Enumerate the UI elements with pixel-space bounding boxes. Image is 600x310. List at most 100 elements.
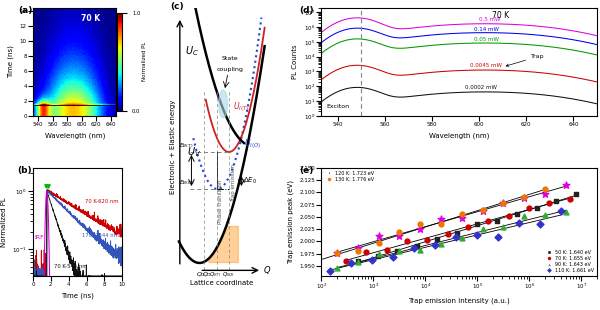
Text: $Q_O$: $Q_O$ xyxy=(196,270,206,279)
X-axis label: Time (ns): Time (ns) xyxy=(61,293,94,299)
130 K: 1.776 eV: (3.18e+03, 2.02): 1.776 eV: (3.18e+03, 2.02) xyxy=(395,230,404,235)
90 K: 1.643 eV: (7.93e+05, 2.05): 1.643 eV: (7.93e+05, 2.05) xyxy=(520,214,529,219)
Text: Exciton: Exciton xyxy=(326,104,349,109)
Text: (b): (b) xyxy=(17,166,32,175)
50 K: 1.640 eV: (5.71e+05, 2.06): 1.640 eV: (5.71e+05, 2.06) xyxy=(512,211,521,216)
50 K: 1.640 eV: (3.32e+06, 2.08): 1.640 eV: (3.32e+06, 2.08) xyxy=(551,199,561,204)
130 K: 1.776 eV: (2e+06, 2.11): 1.776 eV: (2e+06, 2.11) xyxy=(540,187,550,192)
Text: $U_V$: $U_V$ xyxy=(187,146,201,159)
Text: $E_{B(O)}$: $E_{B(O)}$ xyxy=(179,179,195,187)
Legend: 50 K: 1.640 eV, 70 K: 1.655 eV, 90 K: 1.643 eV, 110 K: 1.661 eV: 50 K: 1.640 eV, 70 K: 1.655 eV, 90 K: 1.… xyxy=(544,250,595,273)
120 K: 1.723 eV: (5e+06, 2.11): 1.723 eV: (5e+06, 2.11) xyxy=(561,183,571,188)
Text: 0.14 mW: 0.14 mW xyxy=(475,27,499,32)
70 K: 1.655 eV: (6e+06, 2.09): 1.655 eV: (6e+06, 2.09) xyxy=(565,196,575,201)
130 K: 1.776 eV: (5.03e+04, 2.06): 1.776 eV: (5.03e+04, 2.06) xyxy=(457,211,467,216)
110 K: 1.661 eV: (4e+06, 2.06): 1.661 eV: (4e+06, 2.06) xyxy=(556,208,565,213)
70 K: 1.655 eV: (1.82e+03, 1.98): 1.655 eV: (1.82e+03, 1.98) xyxy=(382,248,392,253)
120 K: 1.723 eV: (3.17e+03, 2.01): 1.723 eV: (3.17e+03, 2.01) xyxy=(395,233,404,238)
90 K: 1.643 eV: (5e+06, 2.06): 1.643 eV: (5e+06, 2.06) xyxy=(561,209,571,214)
50 K: 1.640 eV: (9.82e+04, 2.04): 1.640 eV: (9.82e+04, 2.04) xyxy=(472,222,482,227)
70 K: 1.655 eV: (1.64e+05, 2.04): 1.655 eV: (1.64e+05, 2.04) xyxy=(484,219,493,224)
50 K: 1.640 eV: (1.69e+04, 2.01): 1.640 eV: (1.69e+04, 2.01) xyxy=(433,236,442,241)
X-axis label: Trap emission intensity (a.u.): Trap emission intensity (a.u.) xyxy=(408,297,510,303)
Text: $Q$: $Q$ xyxy=(263,264,271,276)
130 K: 1.776 eV: (1.27e+03, 2): 1.776 eV: (1.27e+03, 2) xyxy=(374,240,383,245)
Text: (d): (d) xyxy=(299,6,314,15)
120 K: 1.723 eV: (1.26e+05, 2.06): 1.723 eV: (1.26e+05, 2.06) xyxy=(478,209,487,214)
130 K: 1.776 eV: (3.17e+05, 2.08): 1.776 eV: (3.17e+05, 2.08) xyxy=(499,201,508,206)
90 K: 1.643 eV: (5.01e+04, 2.01): 1.643 eV: (5.01e+04, 2.01) xyxy=(457,236,467,241)
110 K: 1.661 eV: (957, 1.96): 1.661 eV: (957, 1.96) xyxy=(368,258,377,263)
70 K: 1.655 eV: (9.91e+05, 2.07): 1.655 eV: (9.91e+05, 2.07) xyxy=(524,205,534,210)
120 K: 1.723 eV: (502, 1.99): 1.723 eV: (502, 1.99) xyxy=(353,246,362,251)
130 K: 1.776 eV: (504, 1.98): 1.776 eV: (504, 1.98) xyxy=(353,249,362,254)
Text: 0.0002 mW: 0.0002 mW xyxy=(465,85,497,90)
70 K: 1.655 eV: (4.47e+03, 2): 1.655 eV: (4.47e+03, 2) xyxy=(403,238,412,243)
Y-axis label: Normalized PL: Normalized PL xyxy=(142,42,147,82)
70 K: 1.655 eV: (6.65e+04, 2.03): 1.655 eV: (6.65e+04, 2.03) xyxy=(463,225,473,230)
X-axis label: Wavelength (nm): Wavelength (nm) xyxy=(429,133,490,139)
70 K: 1.655 eV: (4.03e+05, 2.05): 1.655 eV: (4.03e+05, 2.05) xyxy=(504,213,514,218)
120 K: 1.723 eV: (1.26e+03, 2.01): 1.723 eV: (1.26e+03, 2.01) xyxy=(374,234,383,239)
70 K: 1.655 eV: (2.7e+04, 2.01): 1.655 eV: (2.7e+04, 2.01) xyxy=(443,232,452,237)
Text: 70 K-620 nm: 70 K-620 nm xyxy=(85,199,118,204)
50 K: 1.640 eV: (7.01e+03, 1.99): 1.640 eV: (7.01e+03, 1.99) xyxy=(412,243,422,248)
120 K: 1.723 eV: (200, 1.98): 1.723 eV: (200, 1.98) xyxy=(332,250,342,255)
120 K: 1.723 eV: (3.16e+05, 2.08): 1.723 eV: (3.16e+05, 2.08) xyxy=(499,201,508,206)
110 K: 1.661 eV: (1.58e+06, 2.04): 1.661 eV: (1.58e+06, 2.04) xyxy=(535,222,545,227)
50 K: 1.640 eV: (8e+06, 2.1): 1.640 eV: (8e+06, 2.1) xyxy=(572,192,581,197)
110 K: 1.661 eV: (6.1e+03, 1.99): 1.661 eV: (6.1e+03, 1.99) xyxy=(409,246,419,251)
Text: (e): (e) xyxy=(299,166,314,175)
Text: 0.0045 mW: 0.0045 mW xyxy=(470,63,502,68)
Text: (a): (a) xyxy=(18,6,32,15)
Text: 70 K-545 nm: 70 K-545 nm xyxy=(53,264,87,269)
120 K: 1.723 eV: (7.95e+03, 2.03): 1.723 eV: (7.95e+03, 2.03) xyxy=(415,226,425,231)
Text: IRF: IRF xyxy=(34,235,44,240)
50 K: 1.640 eV: (2.91e+03, 1.98): 1.640 eV: (2.91e+03, 1.98) xyxy=(392,249,402,254)
50 K: 1.640 eV: (1.38e+06, 2.07): 1.640 eV: (1.38e+06, 2.07) xyxy=(532,205,541,210)
Text: $\Delta E_0$: $\Delta E_0$ xyxy=(243,176,257,186)
Text: (c): (c) xyxy=(170,2,184,11)
130 K: 1.776 eV: (1.26e+05, 2.06): 1.776 eV: (1.26e+05, 2.06) xyxy=(478,208,487,213)
Text: 0.5 mW: 0.5 mW xyxy=(479,17,500,22)
Text: 170 K-544 nm: 170 K-544 nm xyxy=(82,233,119,238)
90 K: 1.643 eV: (1.26e+03, 1.98): 1.643 eV: (1.26e+03, 1.98) xyxy=(374,251,383,256)
120 K: 1.723 eV: (5.01e+04, 2.05): 1.723 eV: (5.01e+04, 2.05) xyxy=(457,215,467,220)
Text: $Q_O$: $Q_O$ xyxy=(202,270,212,279)
130 K: 1.776 eV: (201, 1.98): 1.776 eV: (201, 1.98) xyxy=(332,251,342,256)
Text: Phase transition: Phase transition xyxy=(218,180,223,224)
90 K: 1.643 eV: (502, 1.96): 1.643 eV: (502, 1.96) xyxy=(353,260,362,265)
Text: Lattice coordinate: Lattice coordinate xyxy=(190,280,253,286)
90 K: 1.643 eV: (1.99e+06, 2.05): 1.643 eV: (1.99e+06, 2.05) xyxy=(540,213,550,218)
Text: State: State xyxy=(221,55,238,60)
Y-axis label: Normalized PL: Normalized PL xyxy=(1,197,7,247)
90 K: 1.643 eV: (1.26e+05, 2.03): 1.643 eV: (1.26e+05, 2.03) xyxy=(478,227,487,232)
Ellipse shape xyxy=(218,90,227,118)
120 K: 1.723 eV: (2e+04, 2.04): 1.723 eV: (2e+04, 2.04) xyxy=(436,217,446,222)
110 K: 1.661 eV: (1.54e+04, 1.99): 1.661 eV: (1.54e+04, 1.99) xyxy=(430,242,440,247)
120 K: 1.723 eV: (7.93e+05, 2.09): 1.723 eV: (7.93e+05, 2.09) xyxy=(520,196,529,201)
Y-axis label: Time (ns): Time (ns) xyxy=(8,45,14,78)
Text: $Q_{l(O)}$: $Q_{l(O)}$ xyxy=(223,271,235,279)
X-axis label: Wavelength (nm): Wavelength (nm) xyxy=(44,133,105,139)
50 K: 1.640 eV: (500, 1.96): 1.640 eV: (500, 1.96) xyxy=(353,259,362,263)
110 K: 1.661 eV: (150, 1.94): 1.661 eV: (150, 1.94) xyxy=(326,268,335,273)
Text: 70 K: 70 K xyxy=(82,14,101,23)
110 K: 1.661 eV: (6.27e+05, 2.04): 1.661 eV: (6.27e+05, 2.04) xyxy=(514,220,524,225)
110 K: 1.661 eV: (2.48e+05, 2.01): 1.661 eV: (2.48e+05, 2.01) xyxy=(493,234,503,239)
Text: 0.05 mW: 0.05 mW xyxy=(475,38,499,42)
70 K: 1.655 eV: (2.44e+06, 2.08): 1.655 eV: (2.44e+06, 2.08) xyxy=(545,200,554,205)
Text: $U_C$: $U_C$ xyxy=(185,44,199,58)
Text: Trap: Trap xyxy=(506,54,545,66)
Text: Trap emission: Trap emission xyxy=(231,164,236,202)
110 K: 1.661 eV: (3.89e+04, 2.01): 1.661 eV: (3.89e+04, 2.01) xyxy=(451,234,461,239)
Text: $U_{l(T)}$: $U_{l(T)}$ xyxy=(233,100,250,114)
110 K: 1.661 eV: (379, 1.96): 1.661 eV: (379, 1.96) xyxy=(347,260,356,265)
120 K: 1.723 eV: (1.99e+06, 2.1): 1.723 eV: (1.99e+06, 2.1) xyxy=(540,191,550,196)
90 K: 1.643 eV: (200, 1.95): 1.643 eV: (200, 1.95) xyxy=(332,265,342,270)
90 K: 1.643 eV: (3.17e+03, 1.98): 1.643 eV: (3.17e+03, 1.98) xyxy=(395,249,404,254)
50 K: 1.640 eV: (1.21e+03, 1.97): 1.640 eV: (1.21e+03, 1.97) xyxy=(373,253,382,258)
70 K: 1.655 eV: (300, 1.96): 1.655 eV: (300, 1.96) xyxy=(341,258,351,263)
70 K: 1.655 eV: (1.1e+04, 2): 1.655 eV: (1.1e+04, 2) xyxy=(422,237,432,242)
130 K: 1.776 eV: (7.98e+03, 2.03): 1.776 eV: (7.98e+03, 2.03) xyxy=(415,222,425,227)
